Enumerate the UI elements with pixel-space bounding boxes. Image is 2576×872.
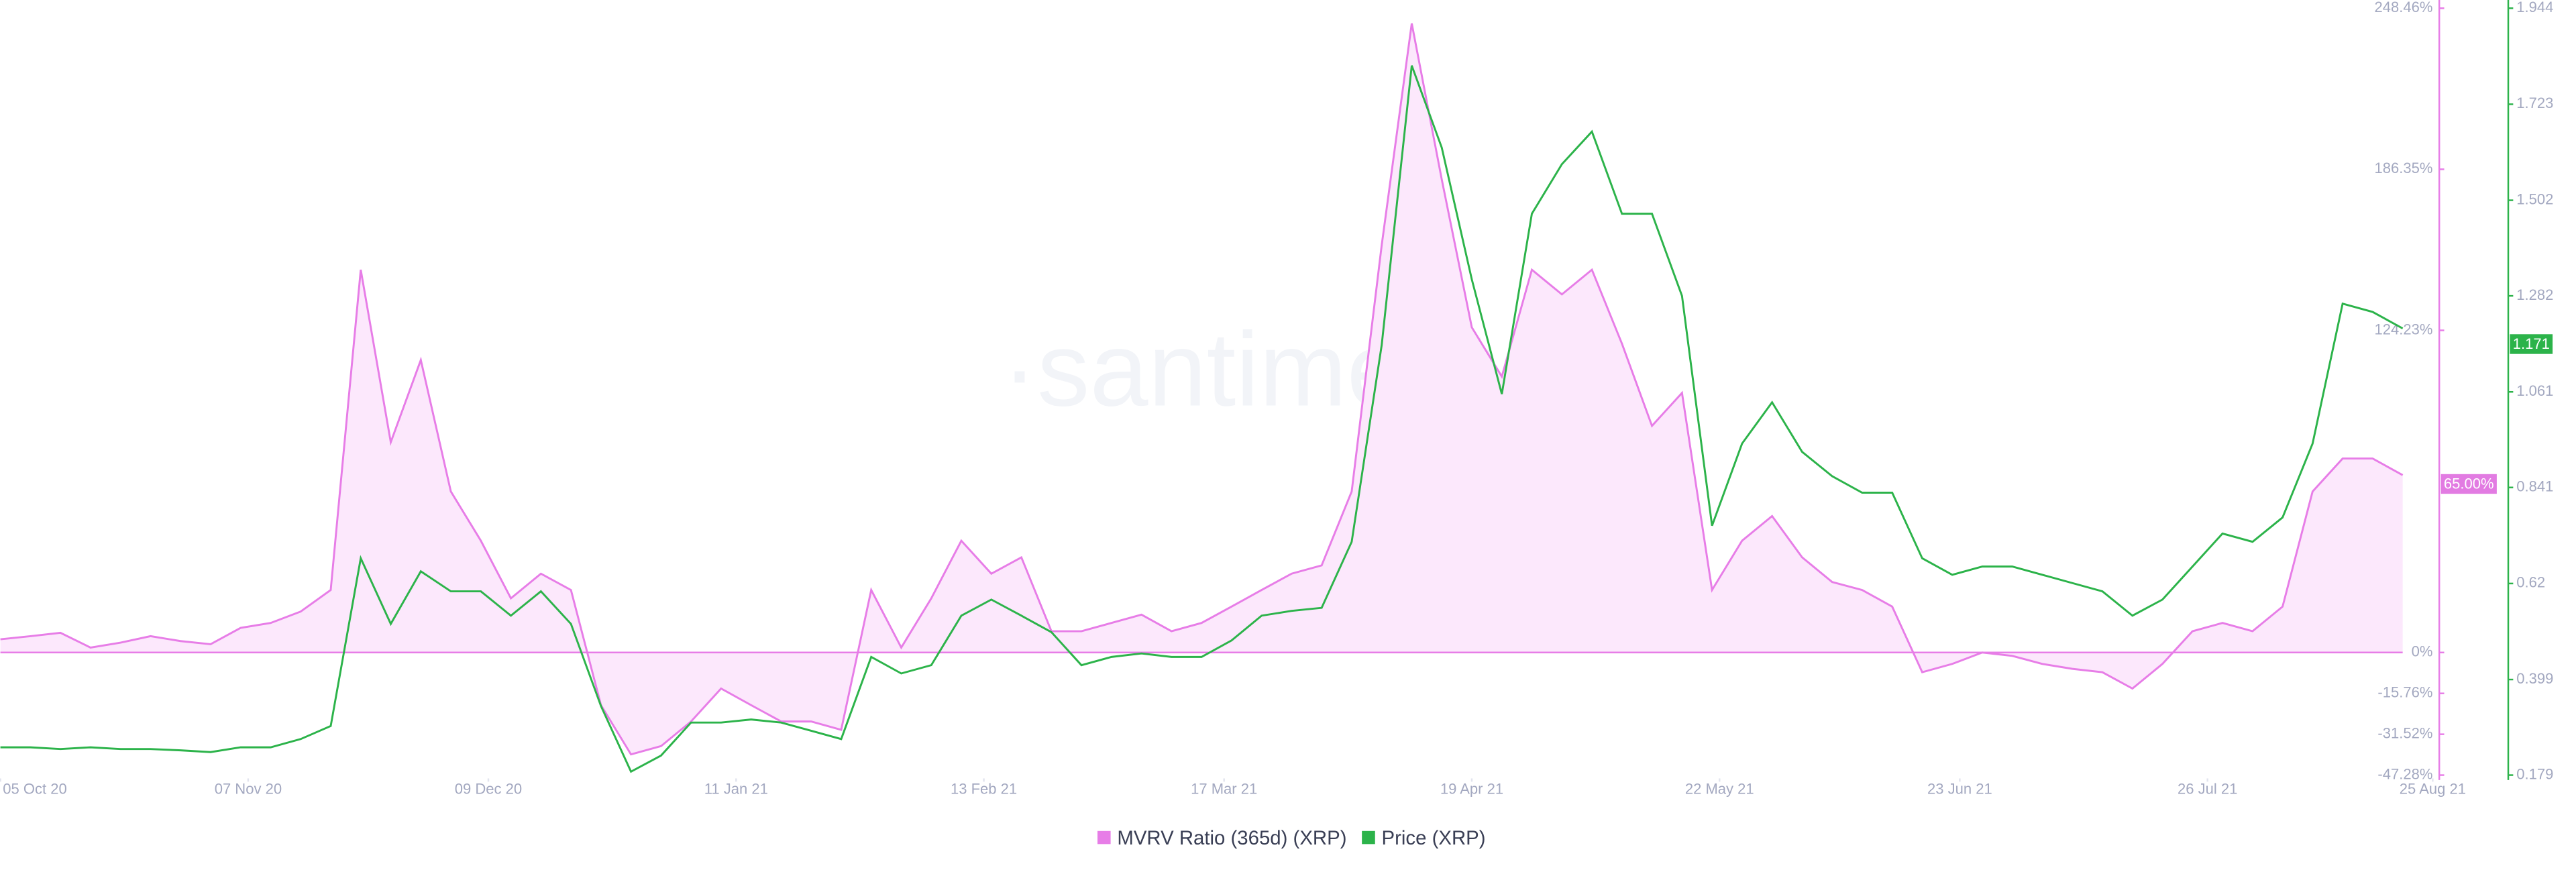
value-tag-label: 1.171 (2513, 335, 2550, 352)
x-tick-label: 17 Mar 21 (1191, 780, 1257, 797)
y2-tick-label: 1.282 (2516, 286, 2553, 303)
x-tick-label: 22 May 21 (1685, 780, 1754, 797)
x-tick-label: 13 Feb 21 (951, 780, 1017, 797)
x-tick-label: 05 Oct 20 (3, 780, 66, 797)
x-tick-label: 11 Jan 21 (704, 780, 768, 797)
y2-tick-label: 1.944 (2516, 0, 2553, 15)
x-tick-label: 09 Dec 20 (455, 780, 522, 797)
x-tick-label: 26 Jul 21 (2178, 780, 2237, 797)
y-tick-label: -31.52% (2377, 724, 2432, 741)
x-tick-label: 07 Nov 20 (215, 780, 282, 797)
y2-tick-label: 1.502 (2516, 190, 2553, 207)
y2-tick-label: 0.841 (2516, 478, 2553, 495)
x-tick-label: 25 Aug 21 (2400, 780, 2466, 797)
y2-tick-label: 0.179 (2516, 765, 2553, 782)
legend-label: MVRV Ratio (365d) (XRP) (1117, 827, 1346, 849)
value-tag (2440, 474, 2497, 494)
y2-tick-label: 0.62 (2516, 574, 2545, 591)
y2-tick-label: 0.399 (2516, 670, 2553, 687)
y-tick-label: -47.28% (2377, 765, 2432, 782)
value-tag (2510, 334, 2553, 354)
y-tick-label: 124.23% (2374, 321, 2432, 337)
legend-swatch (1097, 830, 1111, 844)
y-tick-label: -15.76% (2377, 684, 2432, 701)
legend-swatch (1362, 830, 1375, 844)
y2-tick-label: 1.723 (2516, 95, 2553, 111)
y-tick-label: 248.46% (2374, 0, 2432, 15)
y-tick-label: 186.35% (2374, 160, 2432, 176)
series-line (0, 65, 2404, 773)
series-line (0, 23, 2404, 756)
x-tick-label: 23 Jun 21 (1927, 780, 1992, 797)
value-tag-label: 65.00% (2444, 476, 2494, 492)
y-tick-label: 0% (2412, 643, 2433, 660)
y2-tick-label: 1.061 (2516, 382, 2553, 399)
x-tick-label: 19 Apr 21 (1440, 780, 1503, 797)
area (0, 23, 2403, 755)
legend-label: Price (XRP) (1382, 827, 1486, 849)
